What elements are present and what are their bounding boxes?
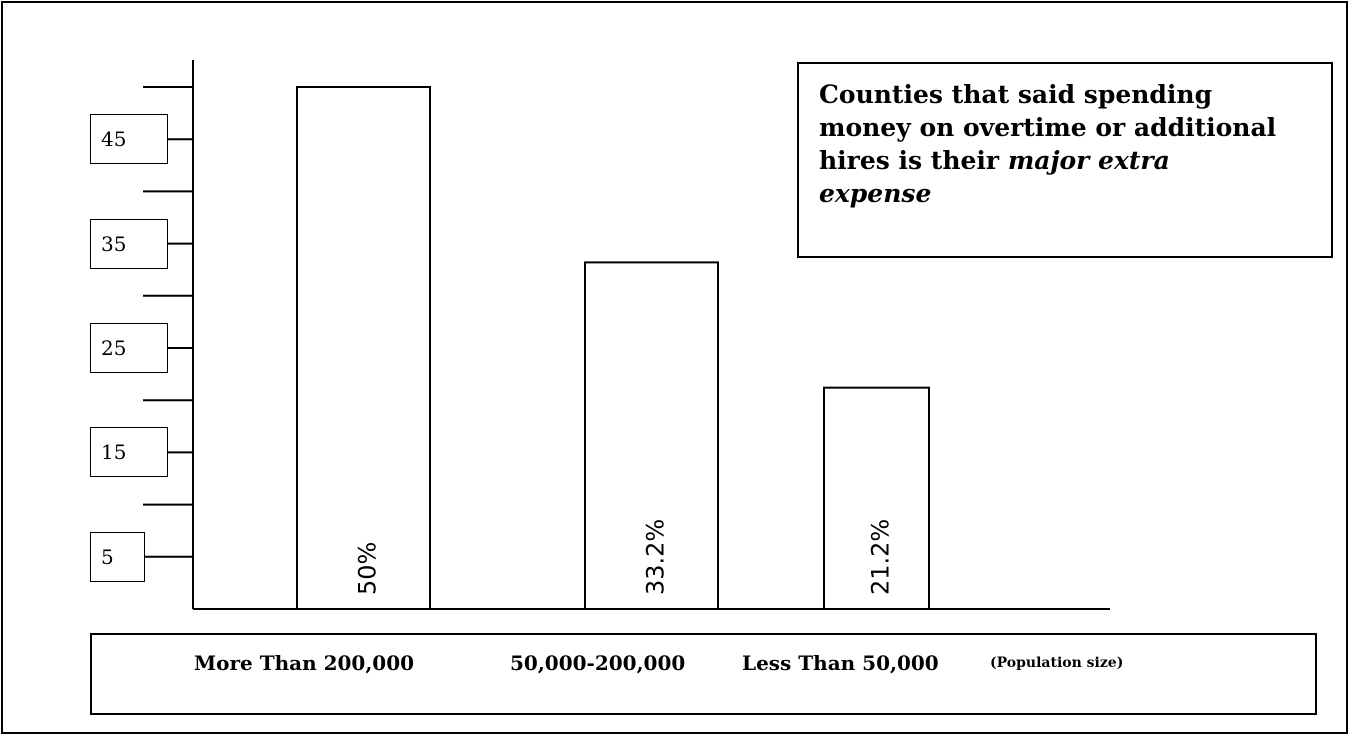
title-emphasis-2: expense bbox=[819, 179, 932, 208]
data-label-2: 33.2% bbox=[642, 519, 670, 595]
chart-title-box: Counties that said spending money on ove… bbox=[797, 62, 1333, 258]
title-line-1: Counties that said spending bbox=[819, 80, 1213, 109]
title-line-3: hires is their bbox=[819, 146, 1008, 175]
y-tick-label: 35 bbox=[90, 218, 168, 269]
category-axis-note: (Population size) bbox=[990, 655, 1124, 671]
bars bbox=[296, 86, 930, 610]
bar-1 bbox=[296, 86, 431, 610]
bar-2 bbox=[584, 261, 719, 610]
data-label-1: 50% bbox=[354, 542, 382, 595]
data-labels: 50% 33.2% 21.2% bbox=[354, 519, 895, 595]
y-tick-label: 15 bbox=[90, 427, 168, 478]
category-label-2: 50,000-200,000 bbox=[510, 651, 686, 675]
bar-3 bbox=[823, 386, 930, 610]
data-label-3: 21.2% bbox=[867, 519, 895, 595]
title-line-2: money on overtime or additional bbox=[819, 113, 1277, 142]
y-tick-label: 45 bbox=[90, 114, 168, 165]
y-tick-label: 25 bbox=[90, 323, 168, 373]
y-tick-label: 5 bbox=[90, 531, 145, 582]
title-emphasis-1: major extra bbox=[1007, 146, 1170, 175]
category-label-1: More Than 200,000 bbox=[194, 651, 415, 675]
category-label-box: More Than 200,000 50,000-200,000 Less Th… bbox=[90, 633, 1317, 715]
category-label-3: Less Than 50,000 bbox=[742, 651, 939, 675]
